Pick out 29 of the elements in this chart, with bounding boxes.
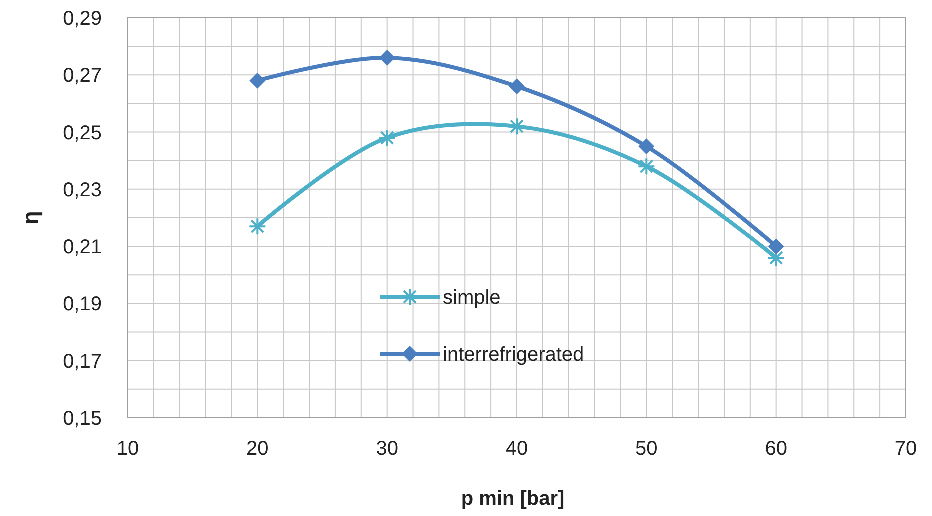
point — [768, 238, 784, 255]
point — [250, 72, 266, 89]
x-tick-label: 20 — [246, 438, 269, 460]
x-tick-label: 40 — [506, 438, 528, 460]
y-tick-label: 0,21 — [63, 236, 102, 259]
y-tick-label: 0,15 — [63, 408, 102, 430]
y-tick-label: 0,29 — [63, 8, 102, 30]
y-tick-label: 0,27 — [63, 65, 102, 88]
point — [378, 129, 396, 147]
x-tick-label: 50 — [636, 438, 658, 460]
legend-label: simple — [443, 287, 501, 309]
x-tick-label: 10 — [116, 438, 140, 460]
y-tick-label: 0,25 — [63, 122, 102, 144]
x-axis-title: p min [bar] — [461, 488, 565, 510]
x-tick-label: 30 — [376, 438, 398, 460]
point — [379, 50, 396, 66]
y-tick-label: 0,17 — [63, 350, 102, 373]
point — [767, 249, 786, 267]
point — [509, 78, 525, 95]
point — [248, 218, 267, 236]
point — [508, 118, 526, 136]
x-tick-label: 60 — [765, 438, 788, 460]
x-tick-label: 70 — [894, 438, 918, 460]
y-axis-title: η — [18, 211, 43, 225]
point — [638, 158, 656, 176]
y-tick-label: 0,19 — [63, 294, 102, 316]
y-tick-label: 0,23 — [63, 179, 102, 202]
legend-label: interrefrigerated — [443, 344, 584, 366]
point — [638, 138, 655, 155]
